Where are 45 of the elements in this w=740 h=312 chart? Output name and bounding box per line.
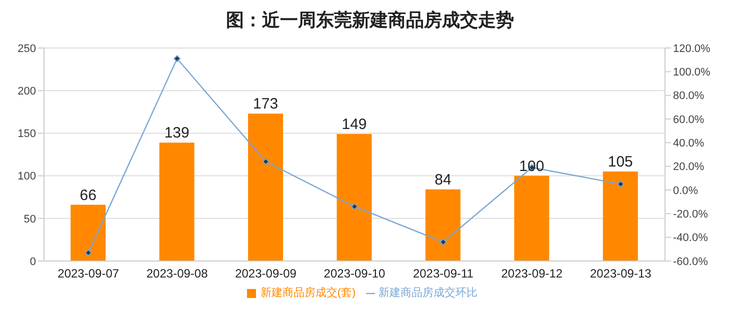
y2-tick-label: 60.0%	[673, 114, 704, 126]
y2-tick-label: 40.0%	[673, 138, 704, 150]
y2-tick-label: 0.0%	[673, 184, 698, 197]
point	[440, 238, 447, 246]
y2-tick-label: 80.0%	[673, 90, 704, 102]
x-tick-label: 2023-09-10	[324, 266, 386, 281]
x-tick-label: 2023-09-07	[58, 266, 120, 281]
y2-tick-label: 120.0%	[673, 42, 711, 55]
y2-tick-label: -40.0%	[673, 232, 708, 244]
x-tick-label: 2023-09-12	[501, 266, 563, 281]
point	[351, 203, 358, 210]
bar	[248, 114, 284, 261]
x-tick-label: 2023-09-08	[146, 266, 208, 281]
bar	[70, 204, 106, 261]
y-tick-label: 200	[18, 86, 36, 98]
bar	[425, 189, 460, 261]
bar	[336, 134, 372, 261]
point	[84, 249, 92, 256]
chart-title: 图：近一周东莞新建商品房成交走势	[225, 9, 515, 32]
data-label: 66	[80, 186, 96, 204]
y-tick-label: 50	[24, 213, 36, 226]
x-tick-label: 2023-09-09	[235, 266, 297, 281]
data-label: 139	[164, 124, 190, 142]
y-tick-label: 250	[18, 42, 36, 55]
data-label: 105	[608, 154, 633, 171]
x-tick-label: 2023-09-11	[412, 266, 474, 281]
point	[617, 180, 624, 188]
data-label: 149	[342, 116, 367, 134]
bar	[602, 172, 638, 261]
x-tick-label: 2023-09-13	[590, 266, 652, 281]
y-tick-label: 150	[18, 128, 36, 140]
y-tick-label: 0	[30, 256, 36, 268]
y2-tick-label: 100.0%	[673, 66, 711, 79]
y2-tick-label: 20.0%	[673, 161, 704, 174]
y-tick-label: 100	[18, 170, 36, 183]
y2-tick-label: -60.0%	[673, 256, 708, 268]
bar	[514, 176, 550, 261]
legend-label: 新建商品房成交(套)	[260, 287, 356, 299]
point	[262, 158, 270, 166]
bar	[159, 142, 194, 261]
legend-label: 新建商品房成交环比	[378, 287, 478, 299]
y2-tick-label: -20.0%	[673, 208, 708, 221]
point	[174, 55, 181, 62]
data-label: 173	[253, 96, 278, 113]
data-label: 84	[434, 171, 452, 188]
